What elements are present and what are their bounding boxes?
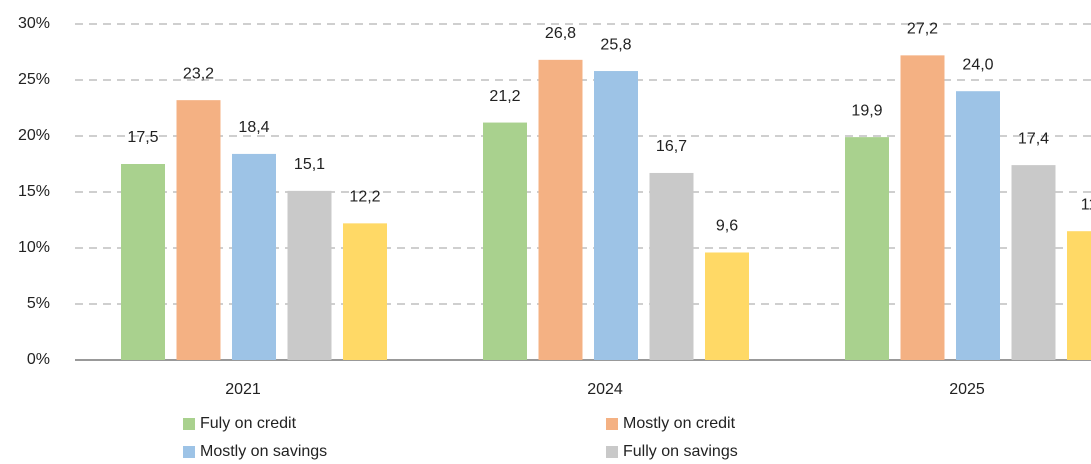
bar [538,59,583,361]
bar [845,137,889,360]
data-label: 9,6 [716,218,738,235]
bar [1067,231,1091,360]
y-tick-label: 10% [18,239,50,256]
bar [232,153,276,360]
bar [956,91,1000,360]
legend-swatch [606,446,618,458]
data-label: 21,2 [489,88,520,105]
y-tick-label: 15% [18,183,50,200]
data-label: 17,4 [1018,130,1049,147]
y-tick-label: 5% [27,295,50,312]
legend-label: Mostly on savings [200,443,327,460]
x-tick-label: 2024 [587,381,623,398]
y-tick-label: 30% [18,15,50,32]
data-label: 26,8 [545,25,576,42]
x-tick-label: 2025 [949,381,985,398]
y-tick-label: 20% [18,127,50,144]
bar [594,71,638,360]
bar [121,164,165,360]
bar [900,55,945,361]
bar [483,122,527,360]
bar [176,100,221,360]
data-label: 11 [1081,196,1091,213]
bar [1011,165,1056,360]
data-label: 17,5 [127,129,158,146]
data-label: 15,1 [294,156,325,173]
bar [705,252,749,360]
legend-label: Mostly on credit [623,415,736,432]
data-label: 23,2 [183,65,214,82]
data-label: 16,7 [656,138,687,155]
y-tick-label: 0% [27,351,50,368]
data-label: 25,8 [600,36,631,53]
data-label: 18,4 [238,119,269,136]
legend-swatch [606,418,618,430]
data-label: 12,2 [349,189,380,206]
legend-swatch [183,446,195,458]
legend-label: Fully on savings [623,443,738,460]
data-label: 19,9 [851,102,882,119]
bar [287,190,332,360]
bar [343,223,387,360]
y-tick-label: 25% [18,71,50,88]
legend-swatch [183,418,195,430]
data-label: 27,2 [907,21,938,38]
bar [649,172,694,360]
x-tick-label: 2021 [225,381,261,398]
data-label: 24,0 [962,56,993,73]
legend-label: Fuly on credit [200,415,297,432]
